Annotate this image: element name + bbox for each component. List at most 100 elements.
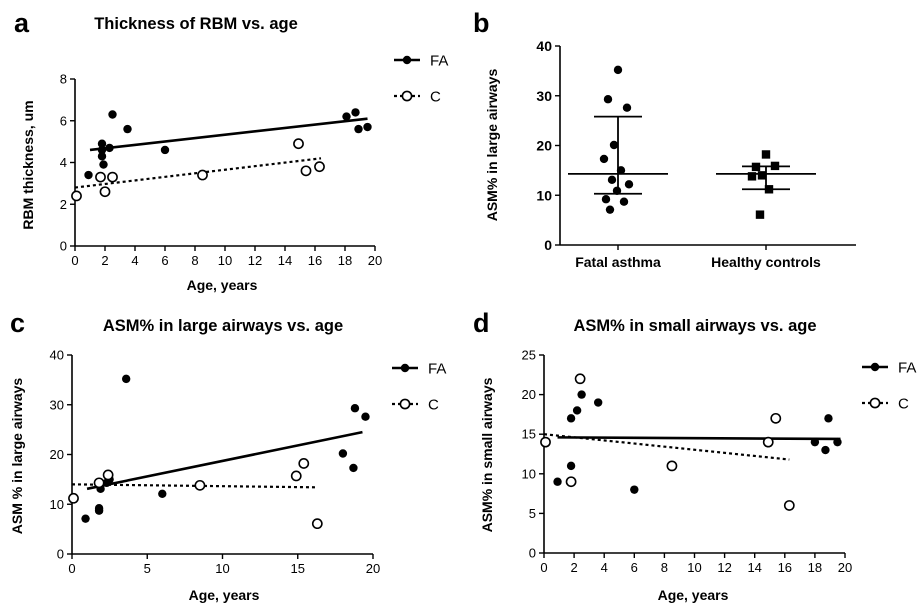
data-point-fa [833,437,842,447]
x-tick-label: 5 [144,561,151,576]
data-point-c [540,436,551,448]
data-point-fa [158,489,167,499]
x-tick-label: 4 [601,560,608,575]
panel-c: c ASM% in large airways vs. age 0 5 10 15 20 0 1… [9,308,446,603]
x-tick-label: 10 [687,560,701,575]
legend-label: C [428,397,439,414]
data-point-c [565,476,577,488]
legend-label: FA [898,360,916,377]
data-point-healthy-control [755,210,765,219]
trend-line-fa [86,430,363,491]
data-point-fa [123,124,132,134]
x-tick-label: 14 [278,253,292,268]
panel-b: b 0 10 20 30 40 ASM% in large airways Fatal ast… [473,8,856,270]
data-point-c [197,169,208,181]
data-point-fa [94,506,104,515]
legend-marker [401,90,413,102]
y-tick-label: 30 [536,88,552,104]
data-point-c [770,412,782,424]
legend-marker [399,398,411,410]
data-point-c [102,469,114,481]
data-point-fa [566,461,576,471]
legend-entry-c: C [862,396,909,413]
data-point-fa [577,390,586,399]
data-point-healthy-control [747,172,757,181]
panel-letter: b [473,8,490,38]
y-tick-label: 25 [522,348,536,363]
x-tick-label: 12 [717,560,731,575]
x-axis-label: Age, years [658,587,729,603]
x-category-label: Healthy controls [711,254,821,270]
y-tick-label: 40 [536,38,552,54]
y-tick-label: 10 [536,187,552,203]
data-point-fatal-asthma [613,65,623,75]
data-point-fa [354,124,363,134]
data-point-fa [593,398,603,407]
panel-d: d ASM% in small airways vs. age 0 2 4 6 8 10 12 1… [473,308,916,603]
x-tick-label: 0 [71,253,78,268]
y-tick-label: 0 [57,547,64,562]
data-point-fa [108,110,117,119]
data-point-c [68,492,79,504]
data-point-fatal-asthma [619,197,629,206]
x-tick-label: 4 [131,253,138,268]
x-tick-label: 18 [808,560,822,575]
data-point-fatal-asthma [601,195,611,204]
data-point-c [93,477,105,489]
y-tick-label: 20 [50,447,64,462]
data-point-fa [160,145,170,155]
legend-entry-c: C [392,397,439,414]
data-point-c [300,165,312,177]
data-point-fa [351,108,360,117]
trend-line-fa [89,117,368,152]
data-point-fa [553,477,562,486]
data-point-healthy-control [751,162,761,172]
x-tick-label: 10 [218,253,232,268]
y-tick-label: 10 [50,497,64,512]
y-axis-label: ASM% in small airways [479,377,495,532]
y-tick-label: 20 [522,387,536,402]
data-point-fatal-asthma [599,154,609,164]
data-point-fa [84,170,93,180]
y-tick-label: 2 [60,197,67,212]
data-point-healthy-control [764,185,774,194]
legend-entry-c: C [394,89,441,106]
panel-letter: c [10,308,25,338]
data-point-fa [81,514,90,523]
data-point-fa [342,112,351,121]
data-point-fa [121,374,131,384]
legend-label: C [898,396,909,413]
legend-marker [869,397,881,409]
legend-marker [402,55,412,65]
x-tick-label: 0 [68,561,75,576]
data-point-fatal-asthma [607,175,617,185]
y-axis-label: RBM thickness, um [20,100,36,229]
y-tick-label: 6 [60,113,67,128]
x-tick-label: 10 [215,561,229,576]
legend-marker [400,363,410,373]
y-tick-label: 0 [60,239,67,254]
x-tick-label: 12 [248,253,262,268]
legend-entry-fa: FA [862,360,916,377]
legend-label: FA [428,361,446,378]
data-point-c [311,518,323,530]
data-point-fa [630,485,639,494]
data-point-fa [350,404,360,413]
y-tick-label: 0 [529,546,536,561]
chart-title: ASM% in large airways vs. age [103,317,343,335]
data-point-c [574,373,586,385]
data-point-fa [566,414,576,423]
x-tick-label: 16 [308,253,322,268]
trend-line-fa [557,436,841,441]
data-point-fa [349,463,358,473]
data-point-fatal-asthma [605,205,615,214]
x-tick-label: 8 [191,253,198,268]
y-tick-label: 30 [50,397,64,412]
x-tick-label: 16 [778,560,792,575]
data-point-c [762,436,774,448]
y-tick-label: 4 [60,155,67,170]
y-axis-label: ASM % in large airways [9,378,25,535]
data-point-fatal-asthma [603,95,613,104]
x-tick-label: 20 [368,253,382,268]
data-point-fa [97,139,107,148]
